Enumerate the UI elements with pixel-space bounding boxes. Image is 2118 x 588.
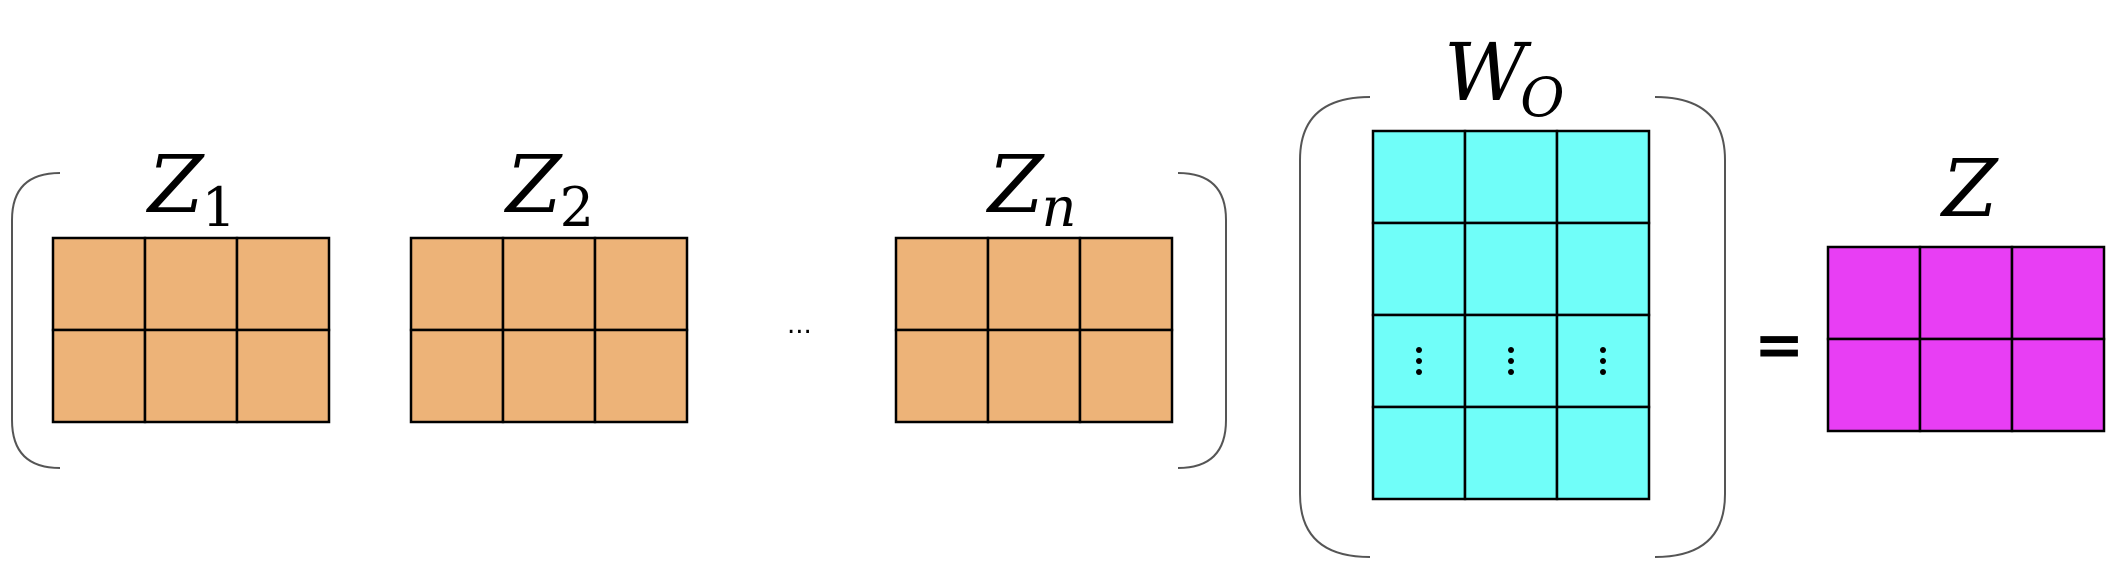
matrix-z2: Z2 bbox=[409, 138, 689, 424]
z2-grid bbox=[409, 236, 689, 424]
wo-label: WO bbox=[1444, 26, 1565, 129]
z1-cell bbox=[51, 328, 147, 424]
z-output-cell bbox=[1918, 245, 2014, 341]
wo-cell bbox=[1463, 129, 1559, 225]
vertical-ellipsis-icon bbox=[1416, 347, 1422, 375]
zn-grid bbox=[894, 236, 1174, 424]
wo-cell bbox=[1555, 129, 1651, 225]
z-output-cell bbox=[1826, 337, 1922, 433]
equals-sign: = bbox=[1754, 310, 1804, 380]
z1-cell bbox=[143, 236, 239, 332]
zn-cell bbox=[894, 328, 990, 424]
matrix-z1: Z1 bbox=[51, 138, 331, 424]
z2-cell bbox=[501, 236, 597, 332]
z1-cell bbox=[51, 236, 147, 332]
zn-label: Zn bbox=[985, 138, 1076, 239]
z2-cell bbox=[409, 328, 505, 424]
wo-cell bbox=[1555, 405, 1651, 501]
matrix-wo: WO bbox=[1371, 26, 1651, 501]
z1-cell bbox=[235, 236, 331, 332]
z1-cell bbox=[235, 328, 331, 424]
z1-cell bbox=[143, 328, 239, 424]
z-output-label: Z bbox=[1939, 142, 1999, 235]
wo-cell bbox=[1463, 221, 1559, 317]
concat-right-parenthesis bbox=[1177, 172, 1227, 469]
zn-cell bbox=[986, 328, 1082, 424]
wo-cell bbox=[1463, 405, 1559, 501]
z-output-cell bbox=[2010, 337, 2106, 433]
zn-cell bbox=[1078, 328, 1174, 424]
wo-left-parenthesis bbox=[1299, 96, 1371, 558]
vertical-ellipsis-icon bbox=[1600, 347, 1606, 375]
wo-cell bbox=[1371, 221, 1467, 317]
wo-right-parenthesis bbox=[1654, 96, 1726, 558]
matrix-z-output: Z bbox=[1826, 142, 2106, 433]
vertical-ellipsis-icon bbox=[1508, 347, 1514, 375]
wo-cell bbox=[1371, 405, 1467, 501]
z2-cell bbox=[501, 328, 597, 424]
zn-cell bbox=[894, 236, 990, 332]
z-output-grid bbox=[1826, 245, 2106, 433]
z-output-cell bbox=[1826, 245, 1922, 341]
concat-left-parenthesis bbox=[11, 172, 61, 469]
z2-cell bbox=[593, 236, 689, 332]
z1-label: Z1 bbox=[145, 138, 236, 239]
zn-cell bbox=[986, 236, 1082, 332]
zn-cell bbox=[1078, 236, 1174, 332]
z1-grid bbox=[51, 236, 331, 424]
z-output-cell bbox=[2010, 245, 2106, 341]
concat-ellipsis: ... bbox=[787, 310, 812, 340]
matrix-zn: Zn bbox=[894, 138, 1174, 424]
z2-cell bbox=[409, 236, 505, 332]
z2-cell bbox=[593, 328, 689, 424]
wo-cell bbox=[1371, 129, 1467, 225]
z2-label: Z2 bbox=[503, 138, 594, 239]
wo-cell bbox=[1555, 221, 1651, 317]
z-output-cell bbox=[1918, 337, 2014, 433]
wo-grid bbox=[1371, 129, 1651, 501]
